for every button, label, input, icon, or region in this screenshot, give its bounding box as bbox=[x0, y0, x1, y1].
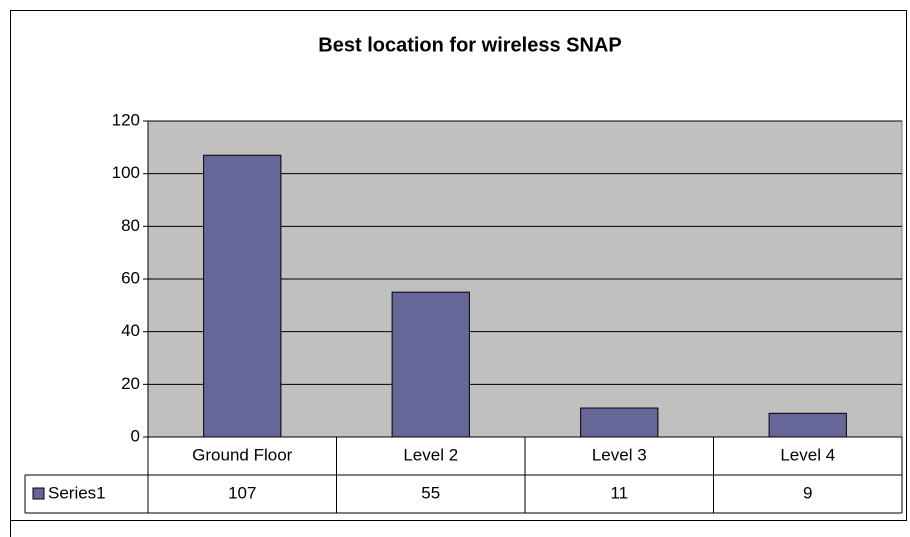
y-tick-label: 120 bbox=[112, 110, 140, 129]
y-tick-label: 20 bbox=[121, 374, 140, 393]
y-tick-label: 0 bbox=[131, 426, 140, 445]
data-table-value: 9 bbox=[803, 483, 812, 502]
x-tick-label: Level 3 bbox=[592, 445, 647, 464]
legend-swatch bbox=[32, 487, 45, 500]
y-tick-label: 60 bbox=[121, 268, 140, 287]
data-table-value: 107 bbox=[228, 483, 256, 502]
x-tick-label: Level 2 bbox=[403, 445, 458, 464]
bar bbox=[580, 407, 659, 438]
y-tick-label: 40 bbox=[121, 321, 140, 340]
data-table-value: 55 bbox=[421, 483, 440, 502]
bar bbox=[768, 412, 847, 438]
legend-label: Series1 bbox=[48, 483, 106, 502]
chart-title: Best location for wireless SNAP bbox=[318, 34, 621, 56]
y-tick-label: 100 bbox=[112, 163, 140, 182]
x-tick-label: Level 4 bbox=[780, 445, 835, 464]
bar bbox=[391, 291, 470, 438]
x-tick-label: Ground Floor bbox=[192, 445, 292, 464]
bar bbox=[203, 154, 282, 438]
data-table-value: 11 bbox=[610, 483, 628, 502]
y-tick-label: 80 bbox=[121, 216, 140, 235]
